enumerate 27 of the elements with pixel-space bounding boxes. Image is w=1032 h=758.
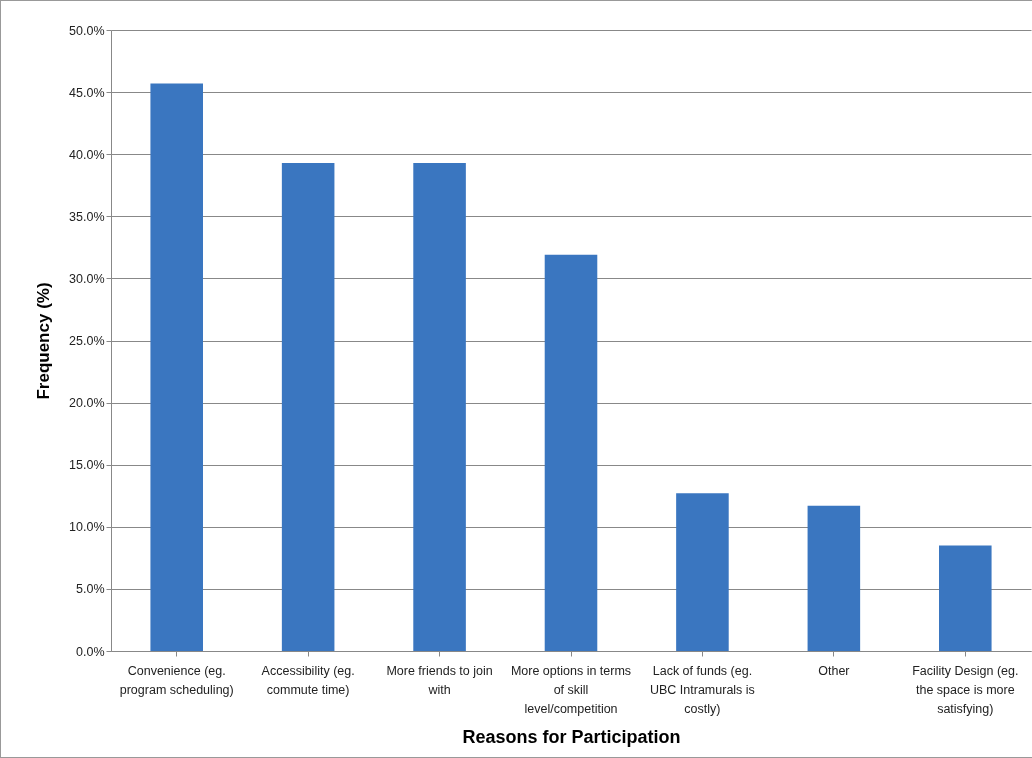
x-axis-title: Reasons for Participation xyxy=(462,727,681,747)
y-tick-label: 35.0% xyxy=(69,209,105,224)
y-axis-title: Frequency (%) xyxy=(34,282,54,400)
y-tick-label: 45.0% xyxy=(69,85,105,100)
x-tick-label: Convenience (eg. program scheduling) xyxy=(119,663,234,697)
y-tick-label: 20.0% xyxy=(69,396,105,411)
y-tick-label: 40.0% xyxy=(69,147,105,162)
x-tick-label: Accessibility (eg. commute time) xyxy=(261,663,355,697)
bar xyxy=(150,83,203,651)
bar xyxy=(939,545,992,651)
x-tick-label: Lack of funds (eg. UBC Intramurals is costly) xyxy=(649,663,755,716)
y-tick-label: 5.0% xyxy=(76,582,105,597)
x-tick-label: Other xyxy=(818,663,850,678)
y-tick-label: 10.0% xyxy=(69,520,105,535)
x-tick-label: More options in terms of skill level/competition xyxy=(510,663,632,716)
y-tick-label: 15.0% xyxy=(69,458,105,473)
bar xyxy=(413,162,466,651)
bar xyxy=(807,505,861,651)
bar xyxy=(676,493,729,651)
bar xyxy=(281,162,335,651)
x-tick-label: More friends to join with xyxy=(386,663,493,697)
x-tick-label: Facility Design (eg. the space is more satisfying) xyxy=(912,663,1019,716)
bar xyxy=(544,254,598,651)
y-tick-label: 30.0% xyxy=(69,271,105,286)
y-tick-label: 0.0% xyxy=(76,644,105,659)
y-tick-label: 50.0% xyxy=(69,23,105,38)
y-tick-label: 25.0% xyxy=(69,334,105,348)
